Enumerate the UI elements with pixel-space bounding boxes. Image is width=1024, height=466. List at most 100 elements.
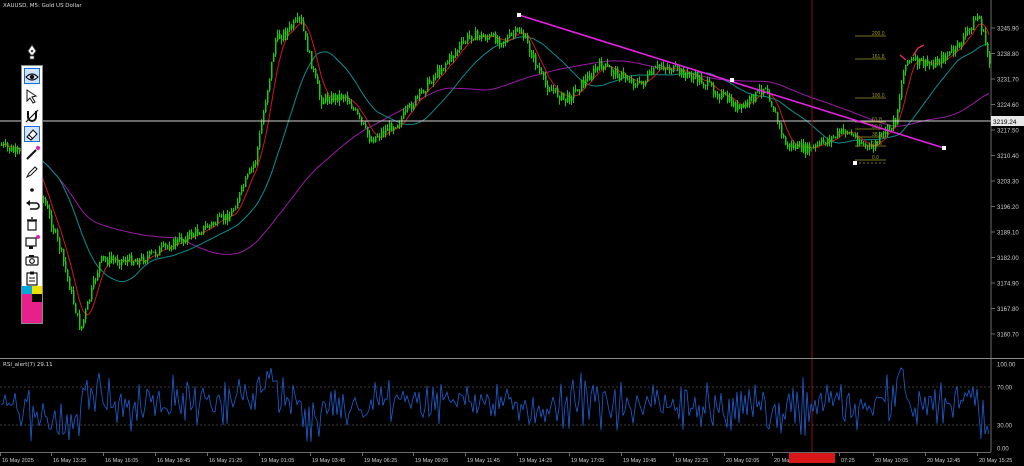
candle-body	[201, 233, 203, 235]
candle-body	[47, 204, 49, 209]
candle-body	[291, 25, 293, 29]
candle-body	[43, 197, 45, 199]
candle-body	[385, 128, 387, 134]
delete-button[interactable]	[24, 216, 40, 232]
trendline-handle[interactable]	[942, 146, 946, 150]
candle-body	[883, 131, 885, 134]
candle-body	[567, 93, 569, 102]
color-swatch-magenta[interactable]	[22, 294, 32, 302]
candle-body	[411, 104, 413, 110]
eraser-button[interactable]	[24, 126, 40, 142]
candle-body	[141, 256, 143, 259]
trendline-drawing[interactable]	[517, 13, 946, 150]
candle-body	[397, 124, 399, 128]
stamp-button[interactable]	[24, 234, 40, 250]
time-tick-label: 07:25	[841, 458, 855, 464]
screenshot-button[interactable]	[24, 252, 40, 268]
candle-body	[959, 42, 961, 47]
candle-body	[941, 54, 943, 64]
candle-body	[617, 68, 619, 79]
candle-body	[971, 28, 973, 31]
candle-body	[725, 93, 727, 95]
trendline-handle[interactable]	[517, 13, 521, 17]
candle-body	[243, 186, 245, 188]
candle-body	[585, 78, 587, 85]
candle-body	[363, 122, 365, 125]
select-button[interactable]	[24, 88, 40, 104]
candle-body	[689, 72, 691, 76]
candle-body	[161, 245, 163, 248]
candle-body	[967, 30, 969, 32]
candle-body	[975, 19, 977, 21]
candle-body	[779, 121, 781, 125]
color-swatch-cyan[interactable]	[22, 286, 32, 294]
clipboard-button[interactable]	[24, 270, 40, 286]
candle-body	[731, 96, 733, 106]
candle-body	[619, 78, 621, 80]
candle-body	[937, 58, 939, 63]
price-tick-label: 3203.30	[997, 180, 1019, 186]
candle-body	[875, 141, 877, 149]
pencil-button[interactable]	[24, 164, 40, 180]
candle-body	[525, 36, 527, 38]
candle-body	[905, 64, 907, 72]
trendline-handle[interactable]	[730, 78, 734, 82]
candle-body	[193, 234, 195, 237]
active-color-swatch[interactable]	[22, 302, 42, 323]
candle-body	[683, 69, 685, 78]
candle-body	[471, 35, 473, 40]
candle-body	[809, 144, 811, 152]
candle-body	[319, 83, 321, 97]
candle-body	[425, 91, 427, 94]
color-palette[interactable]	[22, 286, 42, 323]
candle-body	[179, 237, 181, 240]
candle-body	[285, 30, 287, 37]
color-swatch-black[interactable]	[32, 294, 42, 302]
candle-body	[597, 66, 599, 71]
candle-body	[171, 248, 173, 250]
line-tool-button[interactable]	[24, 146, 40, 162]
candle-body	[365, 124, 367, 127]
dot-size-button[interactable]	[24, 182, 40, 198]
candle-body	[355, 109, 357, 111]
candle-body	[257, 147, 259, 162]
trash-icon	[27, 217, 37, 231]
price-tick-label: 3245.90	[997, 27, 1019, 33]
candle-body	[49, 208, 51, 215]
candle-body	[565, 98, 567, 102]
undo-icon	[26, 200, 40, 210]
candle-body	[427, 79, 429, 92]
candle-body	[935, 58, 937, 68]
candle-body	[917, 57, 919, 66]
candle-body	[293, 21, 295, 29]
candle-body	[659, 64, 661, 67]
candle-body	[823, 139, 825, 143]
candle-body	[733, 102, 735, 106]
cursor-icon	[26, 89, 38, 104]
candle-body	[953, 49, 955, 53]
candle-body	[603, 66, 605, 70]
candle-body	[923, 60, 925, 67]
candle-body	[775, 111, 777, 113]
candle-body	[199, 234, 201, 236]
candle-body	[671, 70, 673, 72]
color-swatch-yellow[interactable]	[32, 286, 42, 294]
candle-body	[467, 35, 469, 42]
candle-body	[645, 80, 647, 86]
candle-body	[283, 30, 285, 40]
magnet-button[interactable]	[24, 108, 40, 124]
undo-button[interactable]	[24, 198, 40, 214]
candle-body	[879, 135, 881, 143]
candle-body	[357, 109, 359, 115]
pen-tool-button[interactable]	[26, 44, 38, 60]
dot-icon	[30, 188, 34, 192]
toggle-visibility-button[interactable]	[24, 68, 40, 84]
candle-body	[803, 143, 805, 152]
candle-body	[155, 251, 157, 255]
candle-body	[793, 145, 795, 149]
candle-body	[183, 239, 185, 243]
candle-body	[493, 33, 495, 36]
candle-body	[449, 55, 451, 62]
clipboard-icon	[26, 271, 38, 286]
